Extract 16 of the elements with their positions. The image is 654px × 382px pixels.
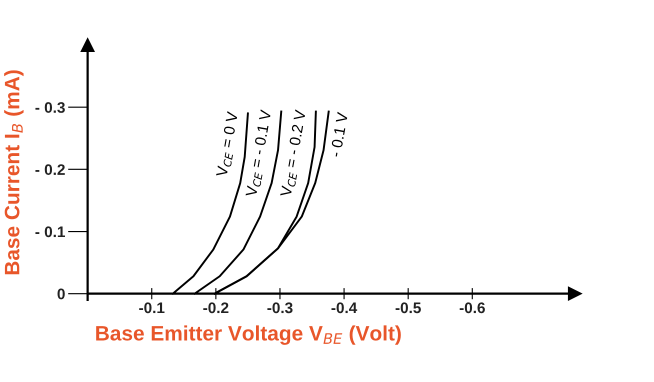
text: V$_{CE}$ = - 0.1 V: [245, 109, 274, 198]
y-axis-title: Base Current I$_{B}$ (mA): [4, 70, 24, 274]
x-tick-label: -0.4: [332, 302, 358, 314]
y-tick-label: - 0.2: [35, 164, 65, 176]
x-tick-label: -0.2: [203, 302, 228, 314]
text: V$_{CE}$ = 0 V: [216, 111, 240, 178]
y-tick-label: 0: [58, 288, 65, 300]
x-tick-label: -0.3: [267, 302, 293, 314]
y-tick-label: - 0.3: [35, 102, 65, 113]
text: - 0.1 V: [330, 112, 348, 158]
y-tick-label: - 0.1: [35, 226, 65, 238]
text: V$_{CE}$ = - 0.2 V: [280, 109, 308, 198]
x-tick-label: -0.6: [460, 302, 485, 314]
x-axis-title: Base Emitter Voltage V$_{BE}$ (Volt): [96, 325, 401, 345]
x-tick-label: -0.5: [396, 302, 421, 314]
x-tick-label: -0.1: [139, 302, 164, 314]
